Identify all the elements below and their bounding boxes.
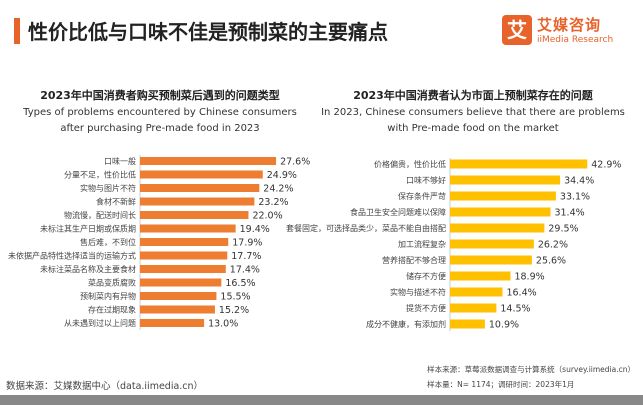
bar	[140, 251, 228, 260]
data-label: 24.2%	[263, 184, 293, 195]
category-label: 口味一般	[104, 156, 136, 166]
data-label: 14.5%	[500, 304, 530, 315]
left-chart-title: 2023年中国消费者购买预制菜后遇到的问题类型	[40, 89, 280, 102]
category-label: 储存不方便	[406, 271, 446, 281]
bar	[140, 305, 215, 314]
bar	[140, 170, 263, 179]
left-chart-subtitle: Types of problems encountered by Chinese…	[23, 107, 297, 134]
sample-info: 样本来源：草莓派数据调查与计算系统（survey.iimedia.cn） 样本量…	[427, 362, 635, 392]
data-label: 17.7%	[231, 251, 261, 262]
category-label: 预制菜内有异物	[80, 291, 136, 301]
sample-size: 样本量：N= 1174；调研时间：2023年1月	[427, 380, 575, 389]
data-label: 24.9%	[267, 170, 297, 181]
right-chart-title: 2023年中国消费者认为市面上预制菜存在的问题	[353, 89, 593, 102]
data-label: 18.9%	[514, 272, 544, 283]
category-label: 提货不方便	[406, 303, 446, 313]
bar	[450, 271, 511, 281]
category-label: 食品卫生安全问题难以保障	[350, 207, 446, 217]
data-label: 17.9%	[232, 238, 262, 249]
category-label: 套餐固定，可选择品类少，菜品不能自由搭配	[286, 223, 446, 233]
category-label: 价格偏贵，性价比低	[374, 159, 446, 169]
bar	[140, 197, 255, 206]
data-label: 26.2%	[538, 240, 568, 251]
category-label: 实物与描述不符	[390, 287, 446, 297]
category-label: 存在过期现象	[88, 305, 136, 315]
data-label: 29.5%	[548, 224, 578, 235]
bar	[140, 265, 226, 273]
bar	[450, 223, 545, 233]
data-label: 31.4%	[554, 208, 584, 219]
category-label: 分量不足，性价比低	[64, 170, 136, 180]
data-label: 27.6%	[280, 157, 310, 168]
data-label: 13.0%	[208, 319, 238, 330]
category-label: 口味不够好	[406, 175, 446, 185]
sample-source: 样本来源：草莓派数据调查与计算系统（survey.iimedia.cn）	[427, 365, 635, 374]
data-label: 34.4%	[564, 176, 594, 187]
data-label: 25.6%	[536, 256, 566, 267]
bar	[450, 319, 485, 329]
bar	[140, 157, 277, 165]
bar	[450, 255, 532, 265]
data-label: 42.9%	[591, 160, 621, 171]
data-label: 15.5%	[220, 292, 250, 303]
category-label: 从未遇到过以上问题	[64, 318, 136, 328]
logo-mark: 艾	[502, 14, 532, 45]
bar	[450, 287, 503, 297]
bar	[450, 207, 551, 217]
data-source: 数据来源：艾媒数据中心（data.iimedia.cn）	[6, 381, 204, 392]
bar	[140, 238, 229, 246]
category-label: 实物与图片不符	[80, 183, 136, 193]
bar	[140, 184, 260, 192]
bar	[450, 191, 556, 201]
data-label: 10.9%	[489, 320, 519, 331]
page-title: 性价比低与口味不佳是预制菜的主要痛点	[28, 20, 388, 44]
bar	[140, 319, 205, 327]
data-label: 19.4%	[240, 224, 270, 235]
footer-bar	[0, 395, 643, 405]
bar	[450, 303, 497, 313]
bar	[140, 211, 249, 219]
data-label: 15.2%	[219, 305, 249, 316]
data-label: 22.0%	[252, 211, 282, 222]
bar	[450, 239, 534, 249]
category-label: 保存条件严苛	[398, 191, 446, 201]
bar	[140, 292, 217, 300]
logo-cn: 艾媒咨询	[537, 16, 602, 34]
category-label: 加工流程复杂	[398, 239, 446, 249]
right-chart-heading: 2023年中国消费者认为市面上预制菜存在的问题 In 2023, Chinese…	[318, 88, 628, 137]
category-label: 成分不健康，有添加剂	[366, 319, 446, 329]
bar	[140, 278, 222, 287]
logo: 艾 艾媒咨询 iiMedia Research	[502, 14, 613, 45]
data-label: 33.1%	[560, 192, 590, 203]
category-label: 售后难，不到位	[80, 237, 136, 247]
category-label: 食材不新鲜	[96, 197, 136, 207]
data-label: 17.4%	[230, 265, 260, 276]
bar	[450, 159, 588, 169]
left-chart-heading: 2023年中国消费者购买预制菜后遇到的问题类型 Types of problem…	[10, 88, 310, 137]
bar	[450, 175, 561, 185]
category-label: 物流慢，配送时间长	[64, 210, 136, 220]
right-chart-subtitle: In 2023, Chinese consumers believe that …	[321, 107, 625, 134]
category-label: 未依据产品特性选择适当的运输方式	[8, 251, 136, 261]
category-label: 未标注其生产日期或保质期	[40, 224, 136, 234]
category-label: 营养搭配不够合理	[382, 255, 446, 265]
bar	[140, 224, 236, 233]
data-label: 16.4%	[506, 288, 536, 299]
logo-en: iiMedia Research	[537, 35, 614, 45]
data-label: 16.5%	[225, 278, 255, 289]
category-label: 菜品变质腐败	[88, 278, 136, 288]
category-label: 未标注菜品名称及主要食材	[40, 264, 136, 274]
title-accent-bar	[14, 18, 20, 44]
data-label: 23.2%	[258, 197, 288, 208]
